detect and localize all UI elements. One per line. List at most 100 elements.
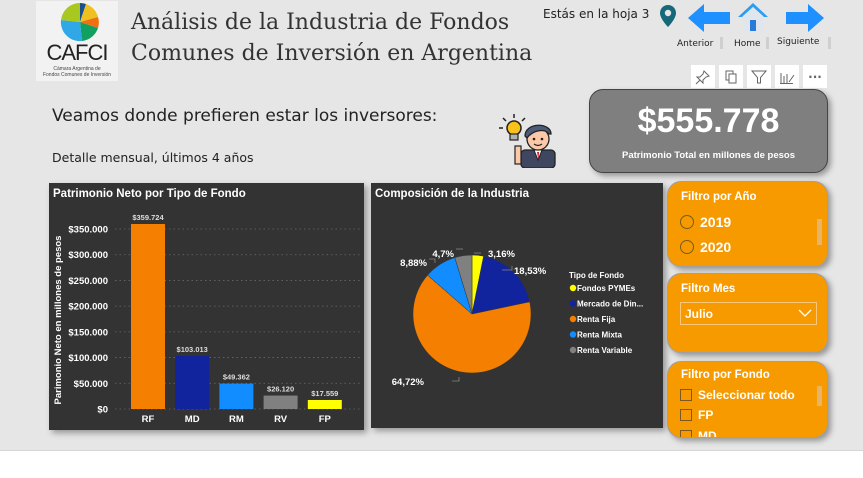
x-tick-label: RF [142, 414, 155, 425]
fund-option-label: Seleccionar todo [698, 388, 795, 402]
legend-item[interactable]: Fondos PYMEs [577, 284, 636, 293]
x-tick-label: MD [185, 414, 200, 425]
pie-slice[interactable] [454, 254, 473, 315]
month-dropdown-value: Julio [685, 307, 714, 321]
month-dropdown[interactable]: Julio [680, 302, 817, 325]
legend-title: Tipo de Fondo [569, 271, 624, 280]
legend-item[interactable]: Mercado de Din... [577, 300, 643, 309]
year-option[interactable]: 2019 [680, 214, 731, 230]
bar-fp[interactable] [307, 399, 342, 409]
y-tick-label: $300.000 [68, 250, 108, 261]
kpi-card: $555.778 Patrimonio Total en millones de… [589, 89, 828, 173]
bar-chart[interactable]: Parimonio Neto en millones de pesos $0 $5… [49, 183, 364, 430]
page-title-line: Análisis de la Industria de Fondos [131, 10, 510, 35]
y-tick-label: $0 [97, 405, 108, 416]
bar-md[interactable] [175, 356, 210, 409]
pin-icon [695, 69, 710, 84]
pin-button[interactable] [691, 65, 715, 88]
pie-slice[interactable] [471, 255, 531, 315]
checkbox[interactable] [680, 409, 692, 421]
bar-rf[interactable] [131, 223, 165, 409]
fund-option[interactable]: Seleccionar todo [680, 388, 795, 402]
chevron-down-icon [798, 309, 812, 317]
previous-button[interactable]: Anterior [677, 39, 714, 49]
home-icon[interactable] [737, 1, 769, 33]
pie-chart[interactable]: 3,16% 18,53% 64,72% 8,88% 4,7% Tipo de Fondo… [371, 183, 663, 428]
bar-data-label: $26.120 [267, 385, 294, 394]
filter-button[interactable] [747, 65, 771, 88]
next-button[interactable]: Siguiente [777, 37, 820, 47]
map-pin-icon [660, 5, 676, 27]
bar-data-label: $49.362 [223, 373, 250, 382]
fund-option[interactable]: MD [680, 429, 717, 438]
investor-idea-icon [499, 114, 556, 168]
leader-line [452, 377, 460, 382]
year-option[interactable]: 2020 [680, 239, 731, 255]
bar-data-label: $359.724 [132, 213, 164, 222]
bar-chart-title: Patrimonio Neto por Tipo de Fondo [53, 188, 246, 200]
y-tick-label: $50.000 [74, 379, 108, 390]
year-filter-title: Filtro por Año [681, 191, 757, 203]
x-tick-label: FP [319, 414, 332, 425]
fund-option-label: MD [698, 429, 717, 438]
checkbox[interactable] [680, 430, 692, 437]
section-subheading: Detalle mensual, últimos 4 años [52, 150, 254, 165]
year-option-label: 2019 [700, 214, 732, 230]
kpi-label: Patrimonio Total en millones de pesos [622, 150, 795, 161]
legend-marker [569, 331, 577, 338]
logo-pie-icon [60, 2, 99, 42]
bar-rm[interactable] [219, 383, 254, 409]
home-button[interactable]: Home [734, 39, 761, 49]
month-filter: Filtro Mes Julio [667, 273, 828, 353]
legend-item[interactable]: Renta Mixta [577, 331, 622, 340]
copy-button[interactable] [719, 65, 743, 88]
logo-subtitle: Fondos Comunes de Inversión [42, 72, 112, 78]
next-arrow-icon[interactable] [786, 3, 824, 33]
month-filter-title: Filtro Mes [681, 283, 736, 295]
logo-text: CAFCI [46, 40, 109, 65]
bar-rv[interactable] [263, 395, 298, 409]
pie-value-label: 18,53% [514, 266, 547, 277]
page-title-line: Comunes de Inversión en Argentina [131, 41, 533, 66]
location-text: Estás en la hoja 3 [543, 7, 650, 21]
visual-options-button[interactable] [775, 65, 799, 88]
radio-button[interactable] [680, 215, 694, 229]
fund-option[interactable]: FP [680, 408, 713, 422]
radio-button[interactable] [680, 240, 694, 254]
pie-chart-panel: Composición de la Industria 3,16% 18,53% 6… [371, 183, 663, 428]
x-tick-label: RV [274, 414, 288, 425]
visual-icon [780, 72, 795, 84]
bar-chart-panel: Patrimonio Neto por Tipo de Fondo Parimo… [49, 183, 364, 430]
legend-marker [569, 315, 577, 323]
y-tick-label: $350.000 [68, 225, 108, 236]
legend-item[interactable]: Renta Variable [577, 346, 633, 355]
logo-subtitle: Cámara Argentina de [53, 66, 101, 72]
fund-filter-title: Filtro por Fondo [681, 369, 770, 381]
pie-slice[interactable] [412, 274, 532, 374]
page-title: Análisis de la Industria de Fondos Comun… [131, 7, 532, 69]
previous-arrow-icon[interactable] [688, 3, 730, 33]
scrollbar[interactable] [817, 219, 822, 245]
bar-data-label: $103.013 [177, 345, 208, 354]
y-axis-label: Parimonio Neto en millones de pesos [53, 236, 64, 405]
legend-item[interactable]: Renta Fija [577, 315, 616, 324]
year-option-label: 2020 [700, 239, 732, 255]
y-tick-label: $150.000 [68, 327, 108, 338]
scrollbar[interactable] [817, 386, 822, 406]
nav-separator [766, 37, 769, 49]
leader-line [429, 258, 436, 263]
pie-value-label: 8,88% [400, 258, 427, 269]
cafci-logo: CAFCI Cámara Argentina de Fondos Comunes… [36, 1, 118, 81]
filter-icon [751, 70, 767, 83]
legend-marker [569, 346, 577, 354]
y-tick-label: $200.000 [68, 302, 108, 313]
bar-data-label: $17.559 [311, 389, 338, 398]
more-options-button[interactable]: ··· [803, 65, 827, 88]
y-tick-label: $100.000 [68, 353, 108, 364]
nav-separator [828, 37, 831, 49]
x-tick-label: RM [229, 414, 244, 425]
y-tick-label: $250.000 [68, 276, 108, 287]
checkbox[interactable] [680, 389, 692, 401]
pie-chart-title: Composición de la Industria [375, 188, 529, 200]
copy-icon [725, 70, 737, 83]
